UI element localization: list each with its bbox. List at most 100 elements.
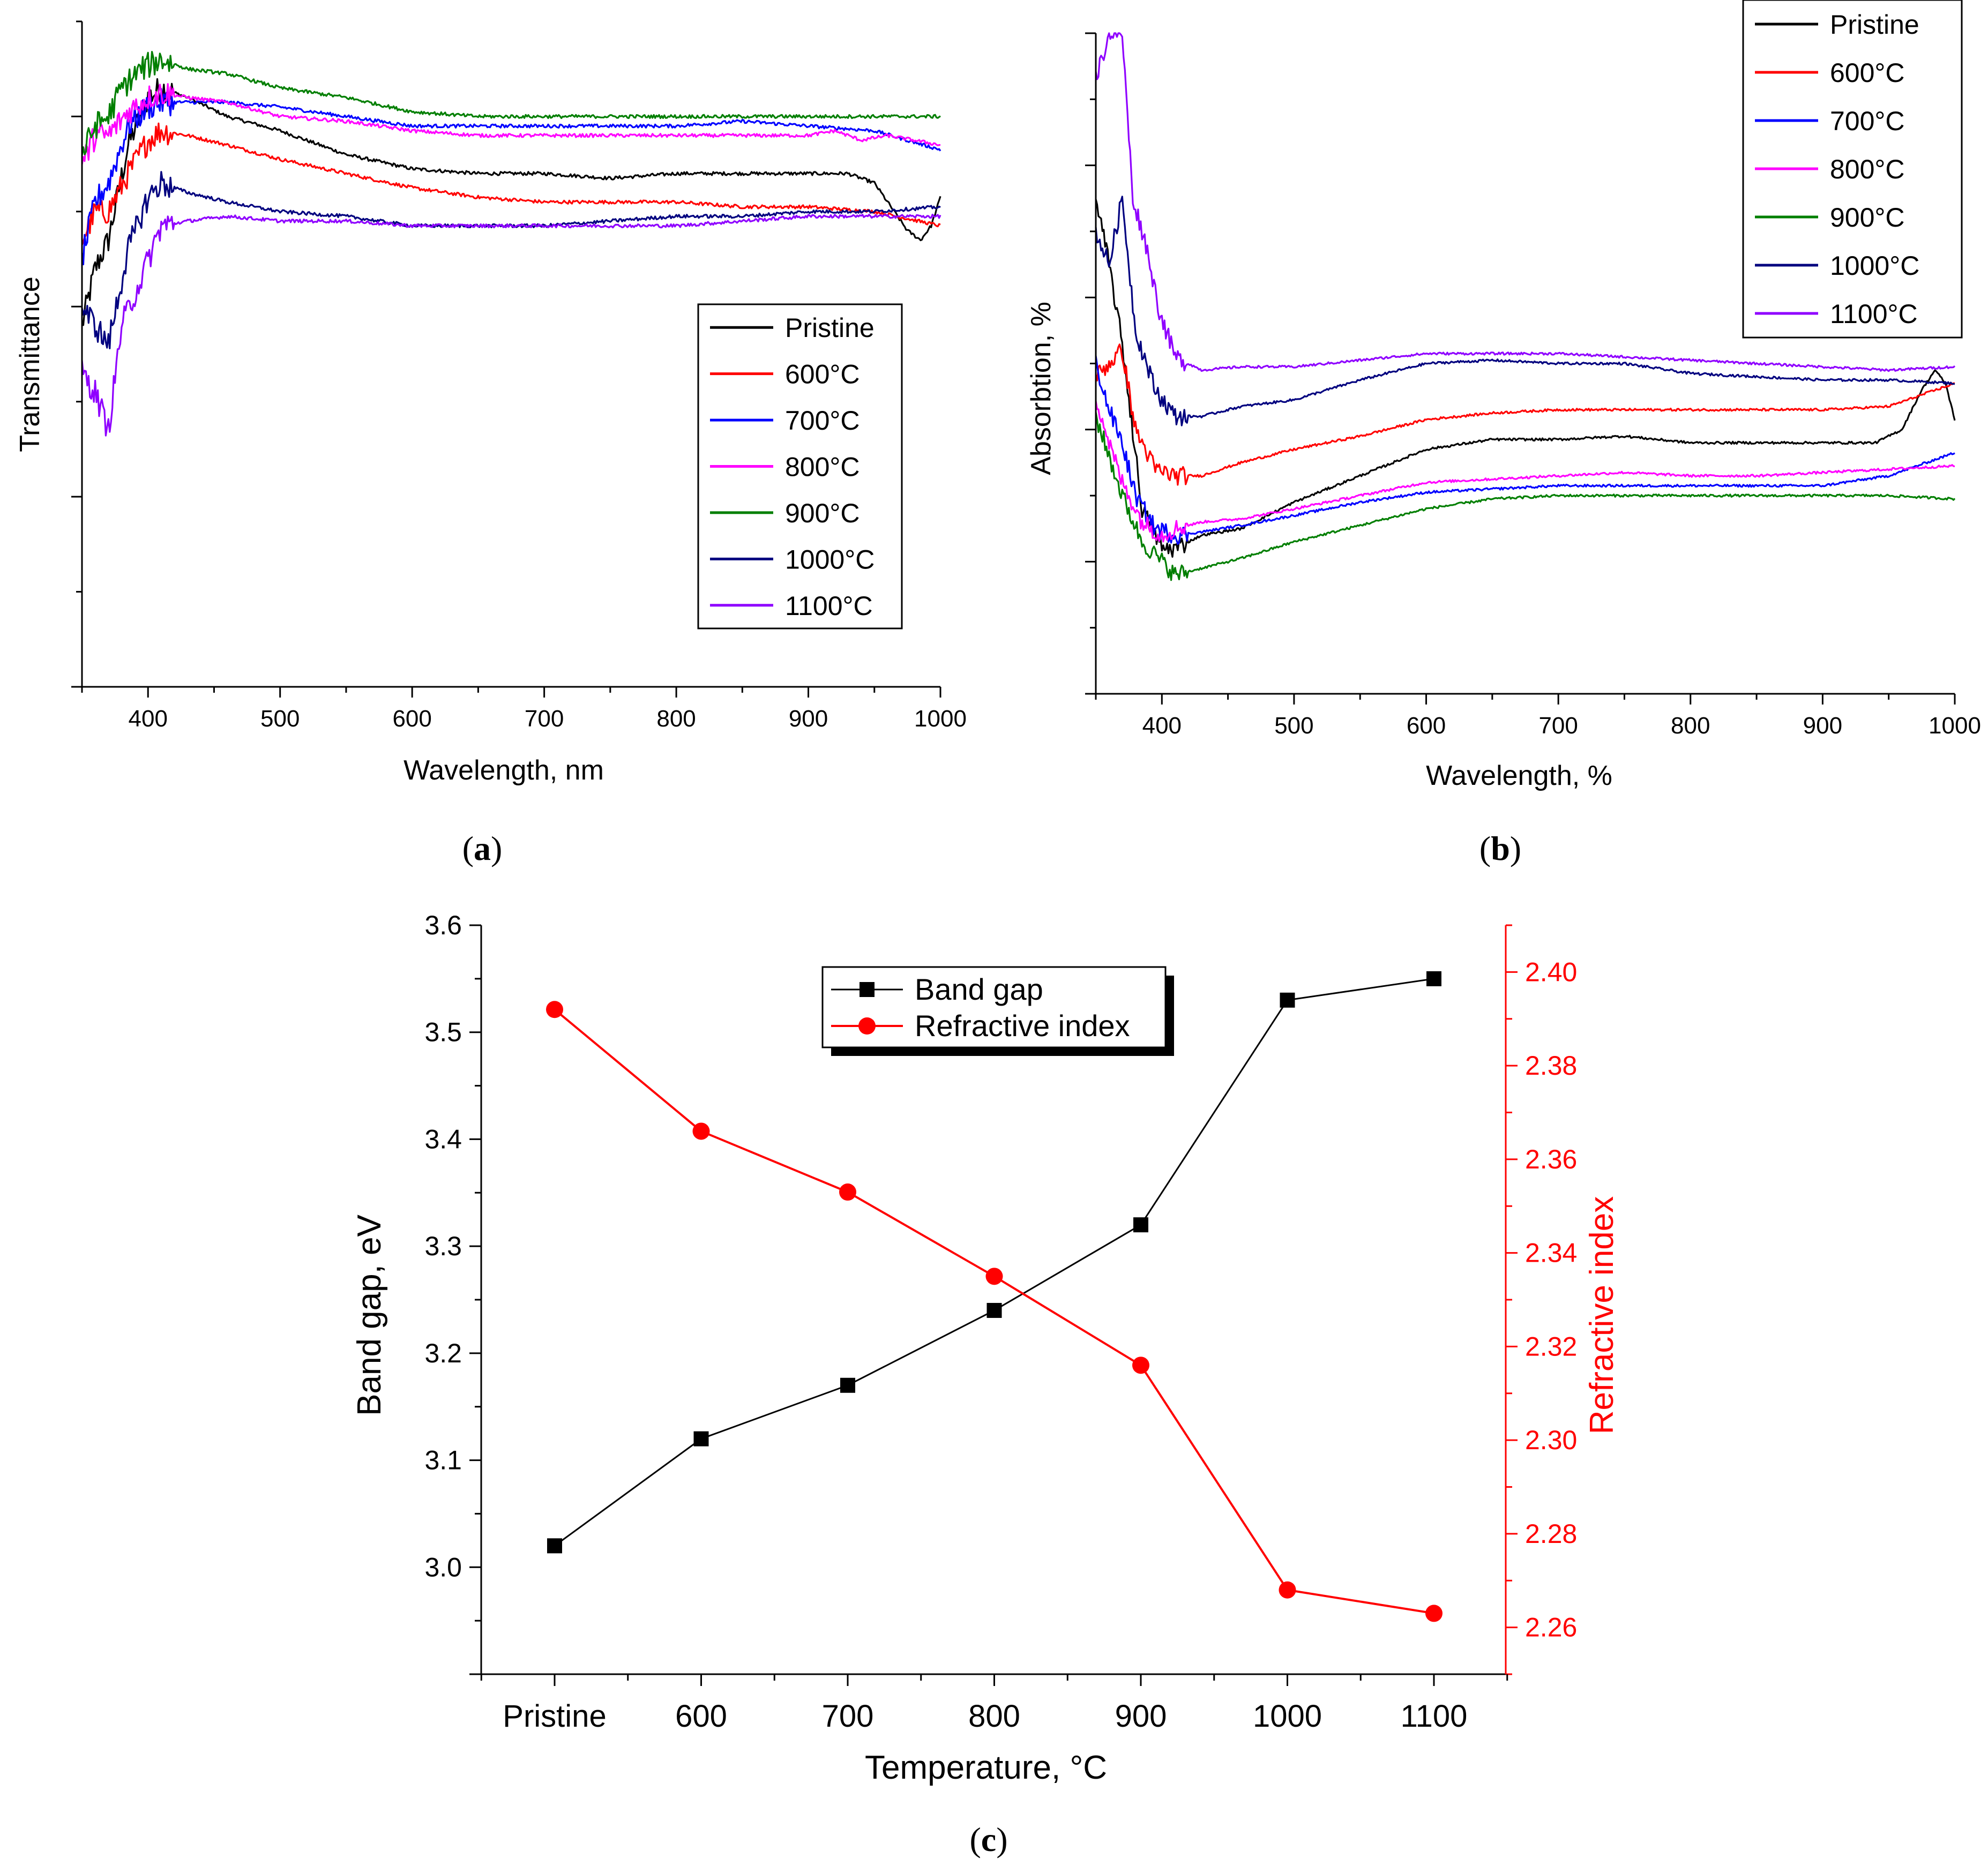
b-x-tick-label: 500 [1274,713,1313,739]
c-category-label-800: 800 [968,1699,1020,1734]
c-left-tick-label: 3.5 [424,1017,462,1047]
panel-b-absorption-chart: 400 500 600 700 800 900 1000 Wavelength, % Abs… [1026,0,1981,867]
c-refractive-index-point-700 [839,1183,856,1201]
a-x-tick-label: 700 [525,706,564,732]
c-refractive-index-point-1100 [1425,1605,1443,1622]
b-series-800c [1095,401,1955,543]
b-x-tick-label: 700 [1538,713,1578,739]
panel-a-caption: (a) [462,829,503,867]
b-series-1000c [1095,196,1955,426]
a-legend-label-1000c: 1000°C [785,544,875,574]
c-band-gap-point-700 [840,1377,855,1393]
c-right-tick-label: 2.30 [1525,1425,1577,1455]
c-category-label-600: 600 [675,1699,727,1734]
c-legend-marker-band-gap [860,982,875,997]
c-left-tick-label: 3.4 [424,1124,462,1154]
a-legend-label-700c: 700°C [785,406,860,436]
panel-b-y-axis-title: Absorbtion, % [1026,302,1057,475]
b-series-700c [1095,355,1955,545]
c-refractive-index-point-800 [985,1268,1003,1285]
b-legend-label-800c: 800°C [1830,154,1905,184]
c-right-tick-label: 2.40 [1525,957,1577,987]
b-series-1100c [1095,32,1956,372]
panel-b-legend: Pristine 600°C 700°C 800°C 900°C 1000°C 1100°C [1742,0,1963,339]
b-legend-label-900c: 900°C [1830,203,1905,233]
a-legend-label-800c: 800°C [785,452,860,482]
b-series-600c [1095,343,1955,486]
panel-a-axes: 400 500 600 700 800 900 1000 [71,20,967,732]
c-refractive-index-point-600 [692,1122,710,1140]
panel-c-plot-area [546,971,1443,1622]
c-category-label-pristine: Pristine [503,1699,606,1734]
c-band-gap-point-600 [693,1431,709,1447]
c-legend-label-refractive-index: Refractive index [915,1009,1130,1043]
c-category-label-900: 900 [1115,1699,1167,1734]
c-category-label-700: 700 [822,1699,874,1734]
a-x-tick-label: 600 [392,706,431,732]
b-series-pristine [1095,199,1956,558]
c-refractive-index-point-pristine [546,1001,563,1018]
panel-b-plot-area [1095,32,1956,581]
panel-c-x-axis-title: Temperature, °C [865,1749,1107,1786]
c-legend-marker-refractive-index [858,1017,876,1035]
c-band-gap-point-pristine [547,1538,562,1554]
panel-c-y-axis-title: Band gap, eV [351,1214,388,1415]
c-band-gap-point-1000 [1280,992,1295,1008]
a-series-600c [81,122,941,245]
b-legend-label-700c: 700°C [1830,106,1905,136]
panel-c-caption: (c) [969,1820,1007,1858]
a-x-tick-label: 500 [260,706,300,732]
a-legend-label-1100c: 1100°C [785,591,873,621]
panel-a-transmittance-chart: 400 500 600 700 800 900 1000 Wavelength, nm Tr… [14,20,967,867]
panel-b-caption: (b) [1479,829,1521,867]
a-series-pristine [81,78,941,326]
b-x-tick-label: 800 [1671,713,1710,739]
panel-c-bandgap-refractive-chart: 3.0 3.1 3.2 3.3 3.4 3.5 3.6 2.26 2.28 2.30 2.32 2.3… [351,910,1620,1858]
b-series-900c [1095,412,1956,581]
panel-a-x-axis-title: Wavelength, nm [403,755,604,786]
c-left-tick-label: 3.3 [424,1231,462,1261]
a-x-tick-label: 400 [129,706,168,732]
b-x-tick-label: 400 [1142,713,1182,739]
a-series-900c [81,51,941,156]
b-x-tick-label: 600 [1407,713,1446,739]
a-legend-label-600c: 600°C [785,359,860,389]
c-category-label-1000: 1000 [1253,1699,1322,1734]
panel-a-legend: Pristine 600°C 700°C 800°C 900°C 1000°C 1100°C [697,303,903,630]
panel-a-plot-area [81,51,941,437]
b-x-tick-label: 1000 [1929,713,1981,739]
a-x-tick-label: 900 [789,706,828,732]
c-left-tick-label: 3.2 [424,1338,462,1368]
c-left-tick-label: 3.6 [424,910,462,940]
b-x-tick-label: 900 [1803,713,1842,739]
b-legend-label-1000c: 1000°C [1830,251,1919,281]
c-band-gap-point-1100 [1426,971,1441,986]
a-series-800c [81,83,940,165]
c-right-tick-label: 2.28 [1525,1519,1577,1549]
b-legend-label-600c: 600°C [1830,58,1905,88]
c-right-tick-label: 2.26 [1525,1613,1577,1643]
b-legend-label-1100c: 1100°C [1830,299,1918,329]
a-legend-label-900c: 900°C [785,498,860,528]
panel-b-x-axis-title: Wavelength, % [1426,760,1612,791]
c-legend-frame [821,966,1167,1048]
c-legend-label-band-gap: Band gap [915,972,1043,1006]
b-legend-label-pristine: Pristine [1830,10,1919,40]
c-left-tick-label: 3.0 [424,1552,462,1582]
c-refractive-index-point-900 [1132,1357,1149,1374]
c-right-tick-label: 2.36 [1525,1144,1577,1174]
c-category-label-1100: 1100 [1401,1699,1468,1734]
a-x-tick-label: 800 [656,706,696,732]
c-right-tick-label: 2.38 [1525,1051,1577,1081]
c-right-tick-label: 2.34 [1525,1238,1577,1268]
a-series-1100c [81,213,941,437]
panel-c-y2-axis-title: Refractive index [1583,1196,1620,1435]
panel-a-y-axis-title: Transmittance [14,276,46,452]
c-band-gap-point-900 [1133,1217,1148,1233]
c-left-tick-label: 3.1 [424,1445,462,1475]
c-band-gap-point-800 [986,1302,1002,1318]
panel-c-axes: 3.0 3.1 3.2 3.3 3.4 3.5 3.6 2.26 2.28 2.30 2.32 2.3… [424,910,1577,1734]
c-refractive-index-point-1000 [1279,1581,1296,1599]
